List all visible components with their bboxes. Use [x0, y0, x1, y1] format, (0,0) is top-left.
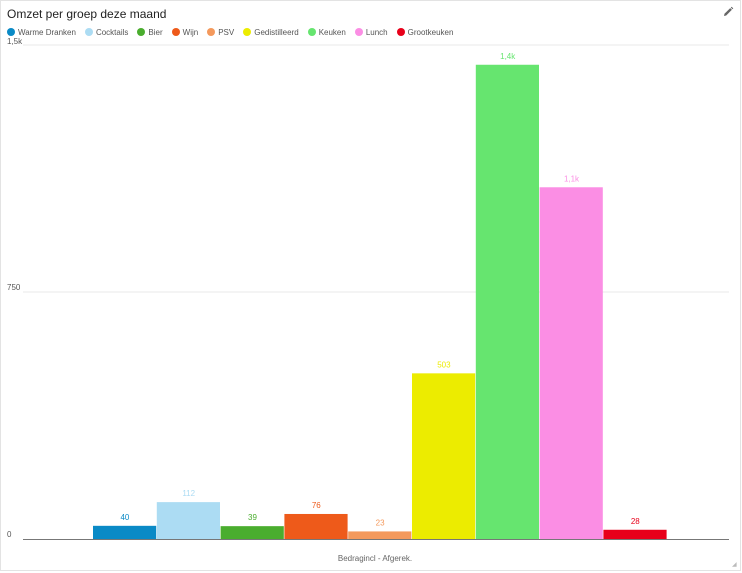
bar[interactable] — [156, 502, 220, 539]
legend-label: Wijn — [182, 27, 199, 37]
legend-label: PSV — [218, 27, 235, 37]
data-label: 28 — [631, 517, 640, 526]
legend-item[interactable]: Bier — [137, 27, 163, 37]
y-tick-label: 0 — [7, 530, 12, 539]
data-label: 1,4k — [500, 52, 516, 61]
legend-item[interactable]: Keuken — [307, 27, 346, 37]
legend-label: Warme Dranken — [18, 27, 76, 37]
legend-item[interactable]: Gedistilleerd — [243, 27, 299, 37]
bar[interactable] — [475, 64, 539, 539]
resize-handle[interactable]: ◢ — [732, 562, 737, 568]
data-label: 112 — [182, 489, 195, 498]
y-tick-label: 1,5k — [7, 37, 23, 46]
pencil-icon[interactable] — [722, 6, 734, 18]
x-category-label: Bedragincl - Afgerek. — [338, 554, 412, 563]
legend-label: Grootkeuken — [407, 27, 454, 37]
legend-item[interactable]: Cocktails — [84, 27, 129, 37]
bar[interactable] — [603, 529, 667, 539]
legend-label: Bier — [148, 27, 163, 37]
legend-swatch — [84, 28, 93, 36]
bar[interactable] — [220, 526, 284, 539]
legend-swatch — [171, 28, 180, 36]
legend-item[interactable]: PSV — [207, 28, 234, 37]
bar[interactable] — [412, 373, 476, 539]
legend-swatch — [396, 28, 405, 36]
legend-swatch — [354, 28, 363, 36]
data-label: 39 — [248, 513, 257, 522]
data-label: 40 — [120, 513, 129, 522]
legend-swatch — [243, 28, 252, 36]
legend-swatch — [7, 28, 15, 36]
chart-legend: Warme Dranken Cocktails Bier Wijn PSV Gedisti… — [7, 26, 462, 38]
legend-item[interactable]: Grootkeuken — [396, 27, 454, 37]
legend-label: Lunch — [365, 27, 388, 37]
data-label: 23 — [376, 518, 385, 527]
legend-label: Cocktails — [95, 27, 129, 37]
bar[interactable] — [284, 513, 348, 539]
widget-title: Omzet per groep deze maand — [7, 7, 167, 21]
data-label: 1,1k — [564, 174, 580, 183]
bar[interactable] — [539, 187, 603, 539]
data-label: 503 — [437, 360, 451, 369]
legend-label: Gedistilleerd — [254, 27, 299, 37]
legend-item[interactable]: Lunch — [354, 27, 388, 37]
legend-item[interactable]: Warme Dranken — [7, 28, 76, 37]
legend-swatch — [307, 28, 316, 36]
legend-swatch — [137, 28, 146, 36]
legend-item[interactable]: Wijn — [171, 27, 199, 37]
data-label: 76 — [312, 501, 321, 510]
bar[interactable] — [348, 531, 412, 539]
bar[interactable] — [93, 525, 157, 539]
legend-label: Keuken — [318, 27, 346, 37]
legend-swatch — [207, 28, 216, 36]
y-tick-label: 750 — [7, 283, 21, 292]
